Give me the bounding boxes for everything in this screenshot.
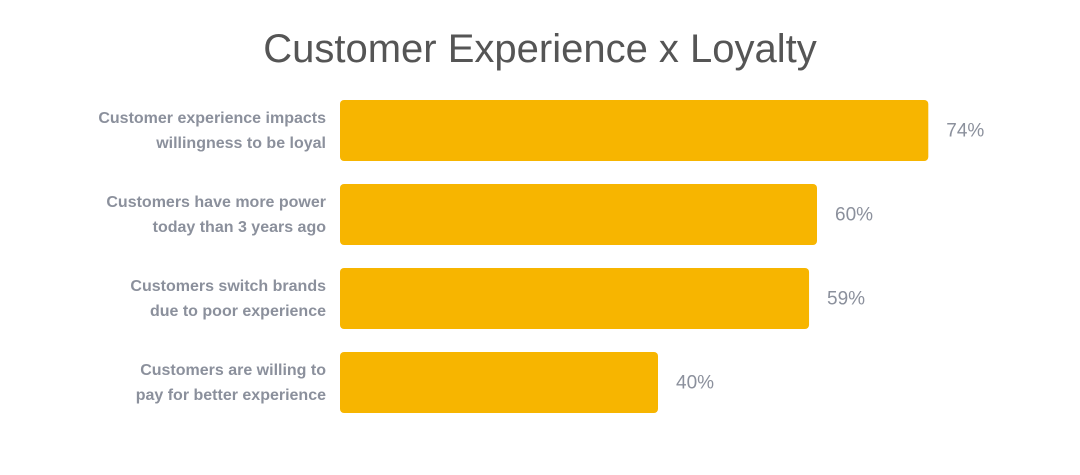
bar: [340, 268, 810, 329]
value-label: 59%: [827, 289, 865, 310]
value-label: 74%: [946, 121, 984, 142]
category-label: Customers are willing to pay for better …: [135, 361, 326, 404]
bar: [340, 184, 817, 245]
category-label: Customer experience impacts willingness …: [98, 109, 326, 152]
bar: [340, 352, 658, 413]
value-label: 60%: [835, 205, 873, 226]
bar: [340, 100, 929, 161]
chart-title: Customer Experience x Loyalty: [263, 27, 817, 71]
value-label: 40%: [676, 373, 714, 394]
category-label: Customers have more power today than 3 y…: [106, 193, 326, 236]
category-label: Customers switch brands due to poor expe…: [130, 277, 326, 320]
